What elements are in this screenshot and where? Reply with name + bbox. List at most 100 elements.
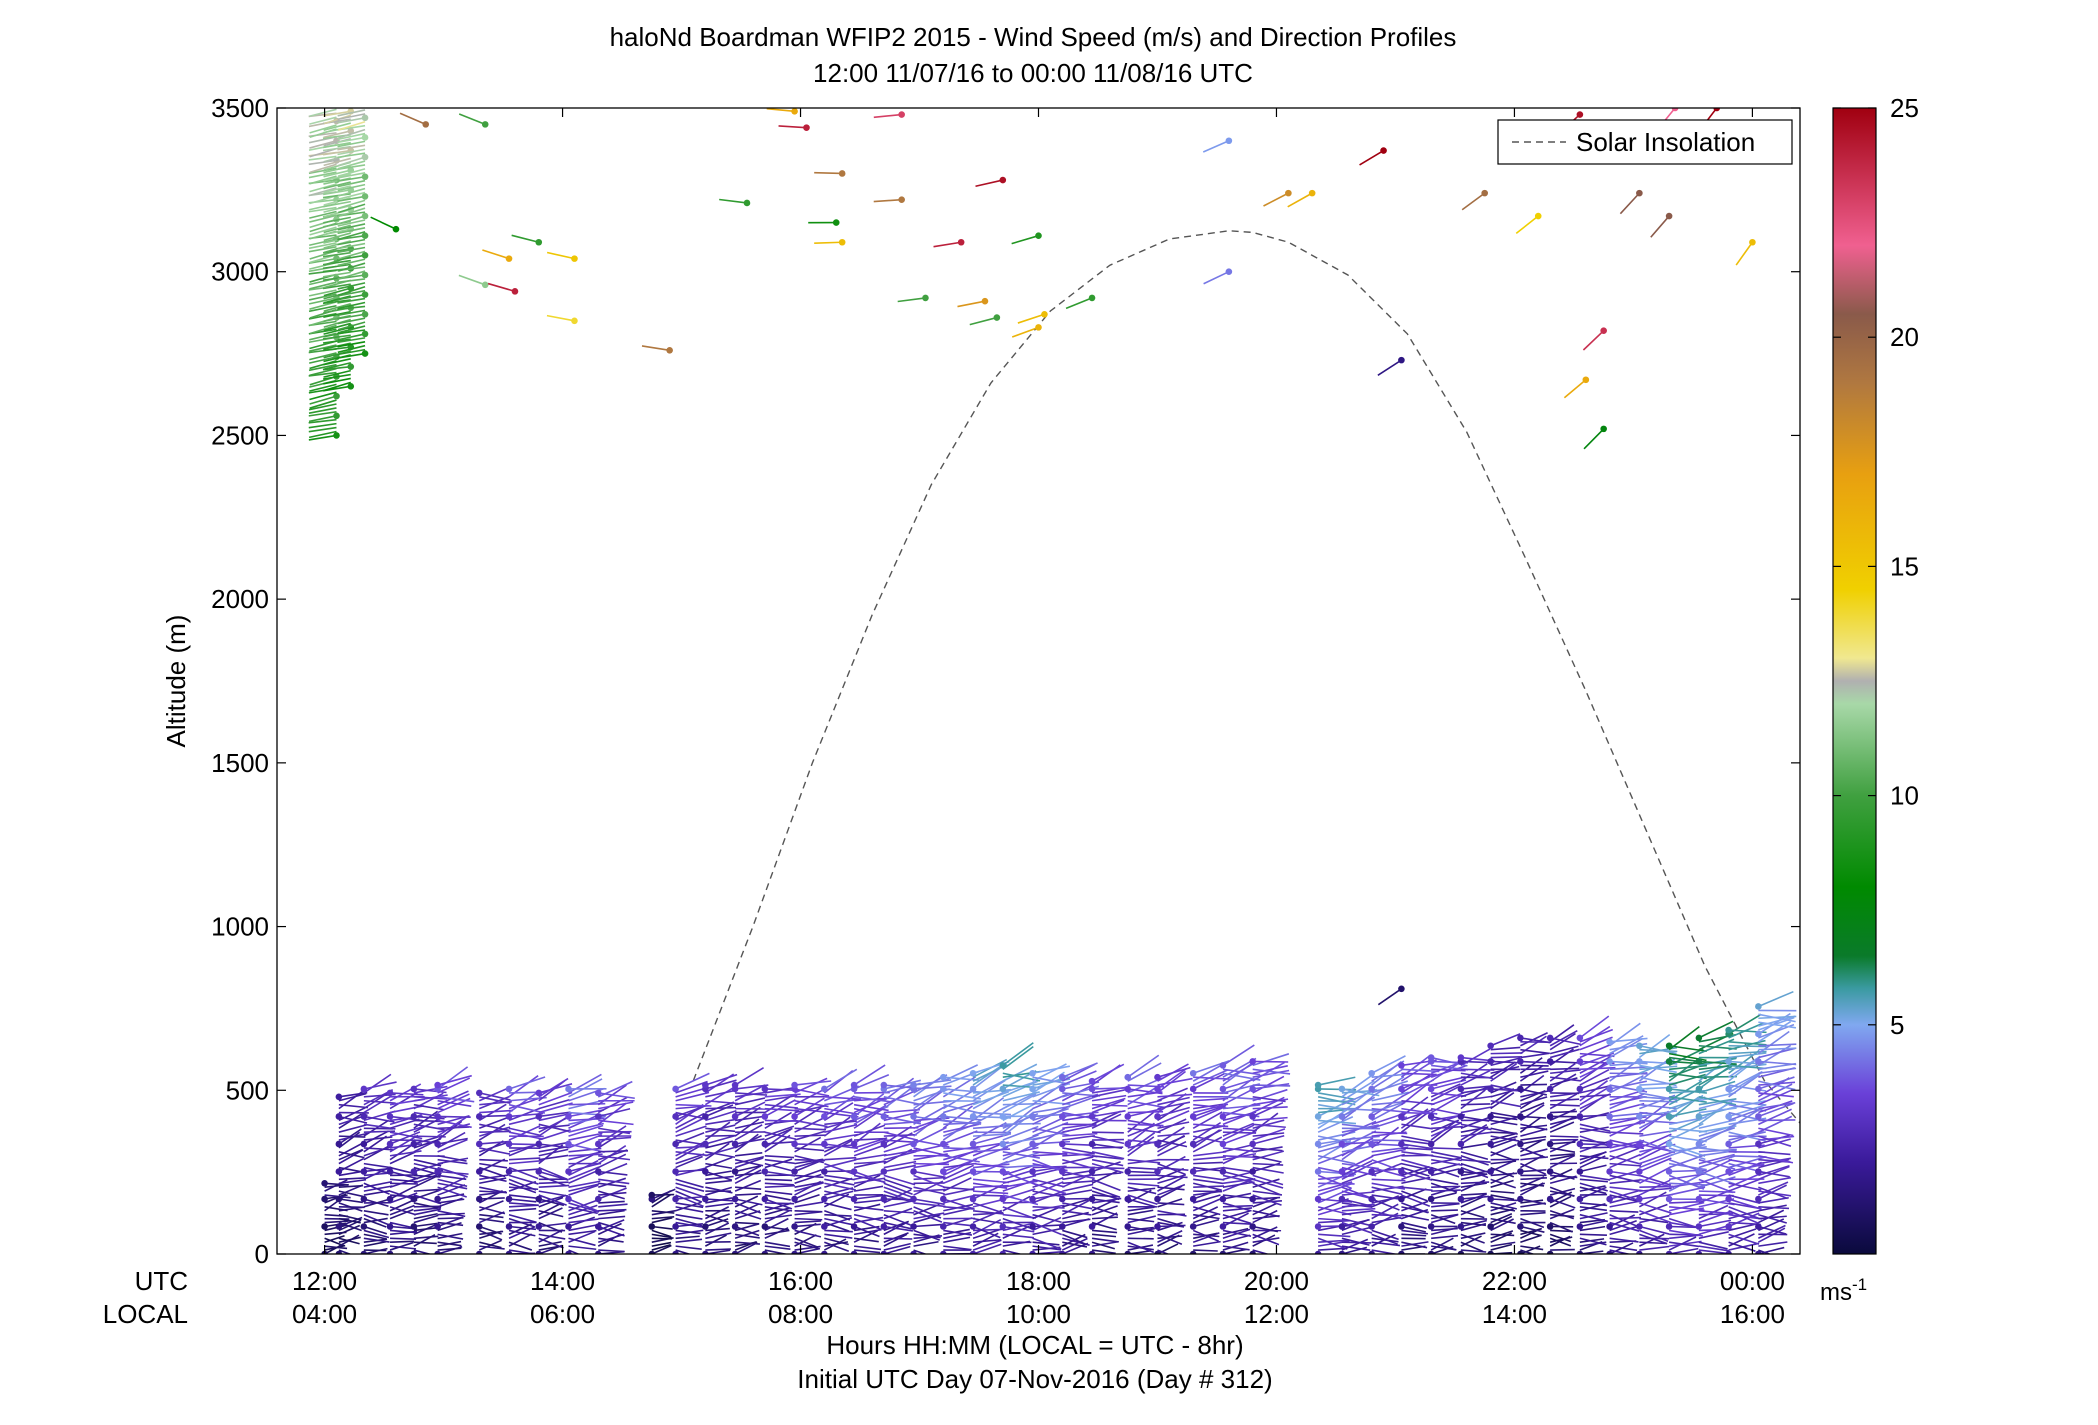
wind-barb [1401, 1186, 1433, 1192]
barb-shaft [735, 1241, 760, 1245]
wind-barb [1371, 1241, 1401, 1247]
wind-barb [972, 1148, 1011, 1153]
barb-shaft [478, 1229, 503, 1241]
barb-dot [1487, 1223, 1494, 1230]
wind-barb [1401, 1151, 1434, 1157]
wind-barb [479, 1109, 514, 1114]
barb-dot [333, 432, 340, 439]
wind-barb [1092, 1131, 1124, 1134]
barb-shaft [705, 1156, 733, 1169]
wind-barb [853, 1229, 879, 1243]
barb-shaft [1061, 1062, 1098, 1078]
wind-barb [538, 1166, 568, 1181]
barb-shaft [389, 1178, 418, 1183]
wind-barb [794, 1099, 829, 1108]
barb-shaft [363, 1209, 389, 1216]
wind-barb [1317, 1187, 1352, 1204]
barb-shaft [1490, 1084, 1522, 1093]
barb-dot [672, 1085, 679, 1093]
barb-dot [880, 1113, 888, 1120]
barb-dot [1606, 1168, 1613, 1175]
wind-barb [913, 1100, 952, 1106]
barb-shaft [1157, 1233, 1183, 1246]
barb-shaft [1318, 1233, 1351, 1238]
barb-dot [1398, 1062, 1405, 1069]
barb-dot [1088, 1077, 1096, 1085]
barb-dot [1249, 1140, 1256, 1148]
barb-shaft [972, 1105, 1008, 1126]
barb-shaft [734, 1202, 761, 1214]
barb-shaft [675, 1153, 705, 1165]
wind-barb [853, 1172, 887, 1181]
barb-shaft [1519, 1064, 1544, 1082]
barb-dot [565, 1223, 572, 1230]
barb-shaft [1252, 1253, 1255, 1254]
barb-shaft [705, 1079, 737, 1090]
barb-shaft [1520, 1182, 1546, 1192]
wind-barb [598, 1190, 625, 1200]
barb-dot [535, 1113, 543, 1120]
wind-barb [764, 1202, 795, 1205]
barb-shaft [735, 1193, 762, 1196]
barb-shaft [1401, 1107, 1438, 1115]
wind-barb [794, 1182, 825, 1192]
wind-barb [1371, 1166, 1406, 1178]
barb-shaft [1157, 1135, 1186, 1149]
wind-barb [568, 1147, 602, 1153]
wind-barb [479, 1217, 505, 1223]
wind-barb [1061, 1199, 1090, 1216]
barb-shaft [1127, 1209, 1154, 1216]
barb-shaft [1460, 1085, 1492, 1090]
wind-barb [973, 1194, 1006, 1197]
barb-dot [1427, 1168, 1435, 1175]
barb-shaft [651, 1244, 672, 1254]
barb-shaft [1318, 1182, 1355, 1185]
wind-barb [505, 1076, 546, 1093]
barb-shaft [883, 1131, 918, 1141]
barb-dot [1576, 1195, 1584, 1203]
barb-shaft [538, 1181, 569, 1185]
wind-barb [1318, 1182, 1355, 1185]
barb-shaft [363, 1217, 388, 1224]
wind-barb [1157, 1132, 1190, 1137]
barb-shaft [1032, 1193, 1065, 1200]
barb-shaft [598, 1200, 625, 1204]
wind-barb [568, 1166, 600, 1181]
wind-barb [1091, 1151, 1125, 1160]
wind-barb [1317, 1166, 1355, 1176]
barb-dot [410, 1223, 418, 1230]
wind-barb [389, 1178, 418, 1183]
wind-barb [940, 1195, 974, 1210]
wind-barb [824, 1178, 855, 1186]
barb-shaft [389, 1208, 414, 1220]
wind-barb [1520, 1135, 1547, 1141]
wind-barb [1157, 1135, 1186, 1149]
wind-barb [1520, 1217, 1545, 1229]
barb-shaft [338, 1166, 365, 1174]
wind-barb [1091, 1178, 1121, 1192]
barb-dot [321, 1179, 328, 1187]
wind-barb [704, 1142, 730, 1161]
barb-shaft [1520, 1198, 1547, 1205]
wind-barb [850, 1064, 886, 1089]
barb-shaft [794, 1181, 824, 1188]
wind-barb [791, 1097, 825, 1120]
barb-dot [1189, 1085, 1197, 1093]
barb-shaft [883, 1178, 913, 1190]
barb-shaft [338, 1177, 366, 1181]
wind-barb [794, 1107, 829, 1114]
barb-shaft [1549, 1237, 1572, 1247]
barb-shaft [1222, 1213, 1252, 1225]
wind-barb [538, 1210, 564, 1218]
wind-barb [675, 1167, 707, 1177]
wind-barb [1127, 1237, 1154, 1240]
wind-barb [1252, 1166, 1284, 1174]
barb-shaft [568, 1202, 600, 1213]
barb-shaft [1193, 1103, 1229, 1110]
wind-barb [1222, 1111, 1257, 1122]
wind-barb [1249, 1250, 1256, 1254]
barb-dot [1517, 1195, 1524, 1203]
barb-shaft [764, 1158, 795, 1165]
barb-shaft [764, 1198, 793, 1210]
wind-barb [1062, 1218, 1091, 1224]
